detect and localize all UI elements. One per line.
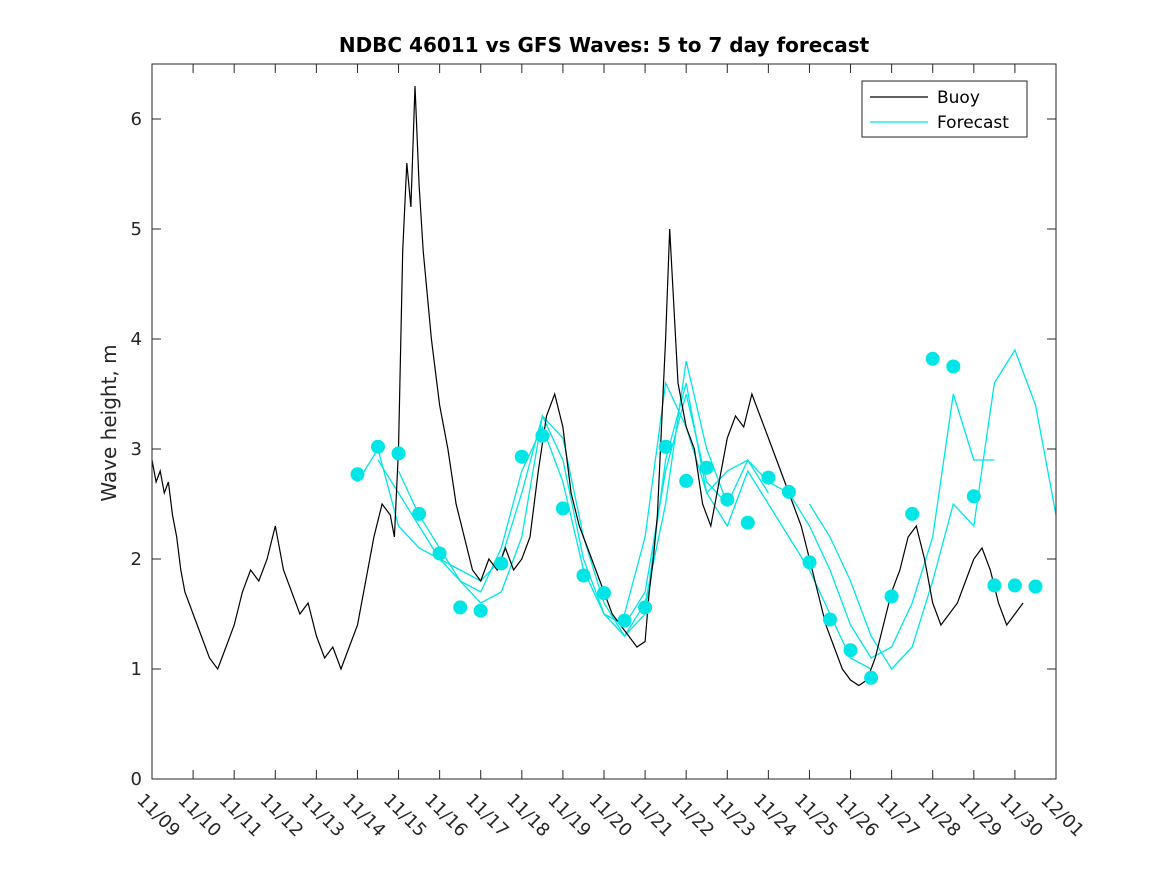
forecast-marker <box>576 568 591 583</box>
y-tick-label: 4 <box>131 329 142 350</box>
forecast-marker <box>514 449 529 464</box>
forecast-marker <box>823 612 837 627</box>
forecast-marker <box>864 670 879 685</box>
forecast-marker <box>597 586 611 601</box>
forecast-marker <box>638 600 653 615</box>
legend: Buoy Forecast <box>861 80 1028 138</box>
forecast-marker <box>391 446 406 461</box>
forecast-marker <box>350 467 365 482</box>
forecast-line-5 <box>808 348 1057 671</box>
forecast-marker <box>412 506 427 521</box>
forecast-marker <box>905 506 920 521</box>
forecast-marker <box>946 359 961 374</box>
legend-label-buoy: Buoy <box>937 88 980 108</box>
chart-title: NDBC 46011 vs GFS Waves: 5 to 7 day fore… <box>339 33 870 57</box>
forecast-marker <box>432 546 447 561</box>
forecast-marker <box>658 439 673 454</box>
forecast-marker <box>617 613 632 628</box>
forecast-marker <box>535 428 550 443</box>
forecast-marker <box>1007 578 1022 593</box>
forecast-marker <box>781 484 796 499</box>
forecast-marker <box>802 555 817 570</box>
y-tick-label: 1 <box>131 659 142 680</box>
forecast-marker <box>555 501 570 516</box>
y-tick-label: 5 <box>131 219 142 240</box>
forecast-marker <box>473 603 488 618</box>
forecast-marker <box>987 578 1002 593</box>
y-tick-label: 3 <box>131 439 142 460</box>
forecast-marker <box>453 600 468 615</box>
forecast-marker <box>740 515 755 530</box>
forecast-marker <box>884 589 899 604</box>
forecast-marker <box>966 489 981 504</box>
forecast-marker <box>925 351 940 366</box>
legend-box <box>861 80 1028 138</box>
forecast-markers <box>350 351 1043 685</box>
y-axis-label: Wave height, m <box>97 344 121 501</box>
forecast-marker <box>843 643 858 658</box>
forecast-marker <box>1028 579 1043 594</box>
buoy-series <box>151 85 1024 687</box>
forecast-marker <box>699 460 714 475</box>
y-tick-label: 2 <box>131 549 142 570</box>
forecast-marker <box>494 556 509 571</box>
y-tick-label: 0 <box>131 769 142 790</box>
plot-area <box>152 64 1056 779</box>
y-tick-label: 6 <box>131 109 142 130</box>
legend-label-forecast: Forecast <box>937 113 1009 133</box>
forecast-marker <box>761 470 776 485</box>
y-ticks: 0 1 2 3 4 5 6 <box>131 109 1056 790</box>
forecast-marker <box>679 473 694 488</box>
forecast-marker <box>720 492 735 507</box>
buoy-line <box>151 85 1024 687</box>
forecast-line-3 <box>397 382 872 670</box>
forecast-marker <box>371 439 385 454</box>
